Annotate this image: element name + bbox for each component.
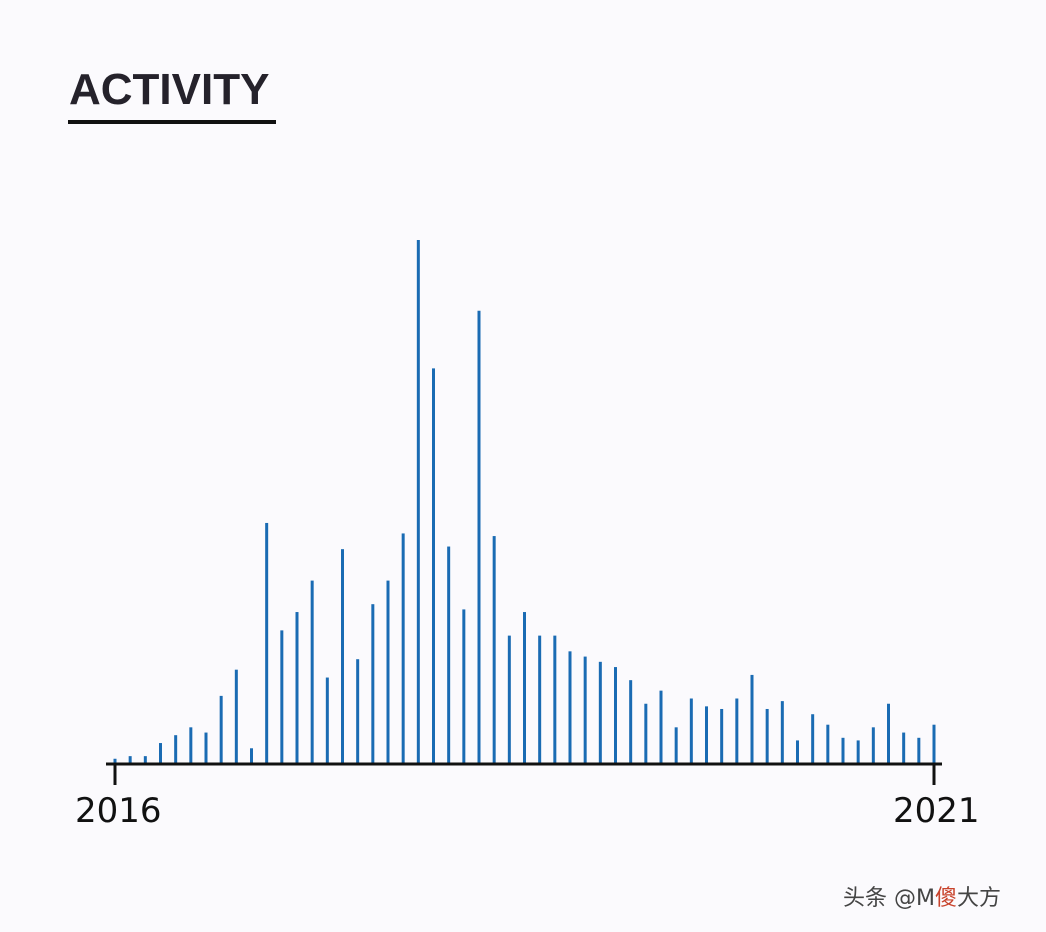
watermark-prefix: 头条 @M (843, 886, 935, 911)
bar-55 (932, 724, 936, 764)
bar-30 (553, 635, 557, 764)
bar-43 (750, 674, 754, 764)
bar-19 (386, 580, 390, 764)
bar-44 (765, 708, 769, 764)
bar-25 (477, 310, 481, 764)
bar-9 (234, 669, 238, 764)
x-tick-label-end: 2021 (893, 791, 980, 831)
bar-38 (674, 727, 678, 764)
bar-31 (568, 651, 572, 764)
bar-45 (780, 701, 784, 764)
chart-title: ACTIVITY (69, 65, 269, 114)
bar-23 (447, 546, 451, 764)
bar-39 (689, 698, 693, 764)
bar-53 (902, 732, 906, 764)
bar-12 (280, 630, 284, 764)
bar-2 (128, 756, 132, 764)
bar-33 (598, 661, 602, 764)
bar-29 (538, 635, 542, 764)
bar-48 (826, 724, 830, 764)
bar-50 (856, 740, 860, 764)
bar-51 (871, 727, 875, 764)
bar-36 (644, 703, 648, 764)
bar-17 (356, 659, 360, 764)
bar-37 (659, 690, 663, 764)
bar-5 (174, 735, 178, 764)
bar-4 (159, 743, 162, 764)
bar-15 (325, 677, 329, 764)
bar-13 (295, 612, 299, 764)
bar-52 (887, 703, 890, 764)
bar-28 (523, 612, 526, 764)
bar-54 (917, 737, 921, 764)
bar-7 (204, 732, 208, 764)
title-underline (68, 120, 276, 124)
bar-10 (250, 748, 253, 764)
bar-32 (583, 656, 587, 764)
bar-11 (265, 522, 269, 764)
bar-40 (705, 706, 708, 764)
x-tick-label-start: 2016 (75, 791, 162, 831)
watermark-suffix: 大方 (957, 886, 1002, 911)
bar-34 (614, 667, 617, 764)
bar-14 (310, 580, 314, 764)
bar-27 (507, 635, 511, 764)
bar-49 (841, 737, 845, 764)
bar-6 (189, 727, 193, 764)
bar-42 (735, 698, 739, 764)
bar-21 (416, 240, 420, 764)
bar-3 (143, 756, 147, 764)
bar-41 (720, 708, 724, 764)
bar-26 (492, 536, 496, 764)
bar-35 (629, 680, 633, 764)
bar-24 (462, 609, 466, 764)
bar-16 (341, 549, 344, 764)
bar-20 (401, 533, 405, 764)
bar-18 (371, 604, 375, 764)
bar-1 (113, 758, 117, 764)
watermark-highlight: 傻 (934, 886, 957, 911)
bar-8 (219, 695, 223, 764)
bars-group (113, 240, 936, 764)
bar-47 (811, 714, 815, 764)
bar-46 (796, 740, 799, 764)
bar-22 (432, 368, 435, 764)
watermark: 头条 @M傻大方 (843, 880, 1001, 912)
